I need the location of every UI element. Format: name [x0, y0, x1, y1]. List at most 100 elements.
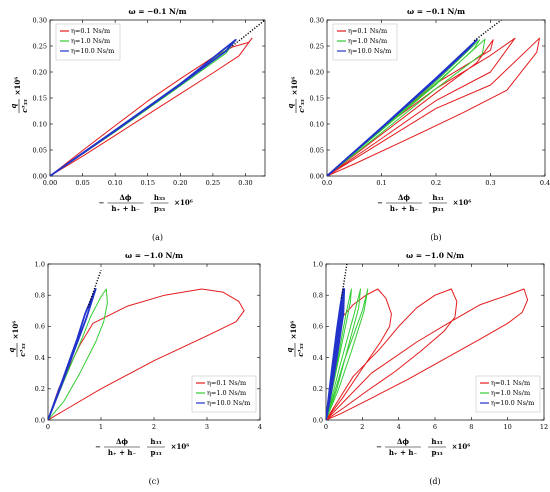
y-tick-label: 0.30 [33, 16, 47, 24]
x-tick-label: 0 [324, 423, 328, 431]
y-tick-label: 0.25 [33, 42, 47, 50]
y-tick-label: 0.30 [310, 16, 324, 24]
x-axis-label: − Δϕ h₊ + h₋ h₃₃ p₃₃ ×10⁶ [95, 437, 189, 457]
series-line-1 [326, 288, 529, 420]
x-tick-label: 0.20 [173, 179, 187, 187]
panel-caption: (c) [149, 477, 160, 486]
legend-label: η=1.0 Ns/m [491, 389, 530, 397]
x-tick-label: 2 [152, 423, 156, 431]
y-tick-label: 1.0 [35, 260, 45, 268]
x-tick-label: 0.25 [206, 179, 220, 187]
x-label-factor: ×10⁶ [171, 442, 190, 451]
y-tick-label: 0.4 [313, 354, 323, 362]
series-line-2 [326, 288, 369, 420]
legend: η=0.1 Ns/m η=1.0 Ns/m η=10.0 Ns/m [191, 375, 257, 413]
y-tick-label: 0.6 [313, 323, 323, 331]
y-tick-label: 0.20 [33, 68, 47, 76]
y-label-factor: ×10⁶ [11, 321, 20, 340]
series-line-2 [327, 38, 486, 176]
legend-label: η=10.0 Ns/m [348, 47, 391, 55]
x-tick-label: 0 [46, 423, 50, 431]
y-label-factor: ×10⁶ [13, 77, 22, 96]
y-axis-label: q c³₃₃ ×10⁶ [285, 321, 305, 357]
y-tick-label: 0.8 [313, 292, 323, 300]
x-label-denominator: h₊ + h₋ [390, 204, 419, 213]
reference-line [473, 20, 502, 42]
data-layer [48, 269, 245, 420]
x-label-frac2-numerator: h₃₃ [432, 193, 443, 202]
legend: η=0.1 Ns/m η=1.0 Ns/m η=10.0 Ns/m [55, 23, 121, 61]
x-label-minus: − [99, 198, 105, 207]
y-tick-label: 0.0 [313, 416, 323, 424]
panel-caption: (d) [429, 477, 440, 486]
legend-label: η=1.0 Ns/m [348, 37, 387, 45]
x-axis-label: − Δϕ h₊ + h₋ h₃₃ p₃₃ ×10⁶ [377, 193, 471, 213]
data-layer [327, 20, 540, 176]
data-layer [326, 264, 529, 420]
x-label-denominator: h₊ + h₋ [111, 204, 140, 213]
x-tick-label: 6 [433, 423, 437, 431]
x-label-denominator: h₊ + h₋ [108, 448, 137, 457]
y-tick-label: 0.2 [35, 385, 45, 393]
legend-box [191, 375, 257, 413]
x-tick-label: 4 [397, 423, 401, 431]
panel-a: ω = −0.1 N/m 0.00 0.05 0.10 0.15 0.20 0.25 0.30… [9, 7, 266, 242]
series-line-3 [327, 38, 478, 176]
panel-title: ω = −0.1 N/m [407, 7, 465, 16]
panel-d: ω = −1.0 N/m 0 2 4 6 8 10 12 0.0 0.2 0.4 0.6 0.8 1.0 η… [285, 251, 548, 486]
y-label-numerator: q [286, 103, 295, 108]
series-line-3 [326, 288, 346, 420]
legend-label: η=1.0 Ns/m [71, 37, 110, 45]
x-tick-label: 1 [99, 423, 103, 431]
y-tick-label: 0.6 [35, 323, 45, 331]
x-label-minus: − [377, 198, 383, 207]
legend-label: η=10.0 Ns/m [71, 47, 114, 55]
y-label-denominator: c³₃₃ [20, 99, 29, 112]
panel-caption: (a) [152, 233, 163, 242]
panel-title: ω = −1.0 N/m [406, 251, 464, 260]
y-tick-label: 0.00 [310, 172, 324, 180]
x-axis-label: − Δϕ h₊ + h₋ h₃₃ p₃₃ ×10⁶ [376, 437, 470, 457]
reference-line [231, 20, 265, 47]
panel-b: ω = −0.1 N/m 0.0 0.1 0.2 0.3 0.4 0.00 0.05 0.10 0… [286, 7, 550, 242]
legend-label: η=0.1 Ns/m [491, 379, 530, 387]
y-label-numerator: q [9, 103, 18, 108]
data-layer [50, 20, 265, 176]
y-tick-label: 0.0 [35, 416, 45, 424]
x-tick-label: 12 [540, 423, 548, 431]
y-tick-label: 0.4 [35, 354, 45, 362]
x-label-factor: ×10⁶ [452, 442, 471, 451]
x-tick-label: 0.3 [485, 179, 495, 187]
x-tick-label: 0.30 [238, 179, 252, 187]
reference-line [87, 269, 102, 308]
y-label-factor: ×10⁶ [289, 321, 298, 340]
x-tick-label: 2 [360, 423, 364, 431]
legend-box [332, 23, 398, 61]
reference-line [340, 264, 348, 299]
x-tick-label: 0.1 [376, 179, 386, 187]
series-line-3 [48, 288, 97, 420]
x-tick-label: 0.0 [322, 179, 332, 187]
y-axis-label: q c³₃₃ ×10⁶ [286, 77, 306, 113]
x-label-numerator: Δϕ [116, 437, 128, 446]
y-tick-label: 0.2 [313, 385, 323, 393]
y-label-factor: ×10⁶ [290, 77, 299, 96]
legend-label: η=0.1 Ns/m [71, 27, 110, 35]
series-line-1 [50, 37, 253, 176]
x-tick-label: 0.2 [431, 179, 441, 187]
y-label-numerator: q [285, 347, 294, 352]
y-tick-label: 0.25 [310, 42, 324, 50]
panel-title: ω = −1.0 N/m [125, 251, 183, 260]
x-tick-label: 0.05 [75, 179, 89, 187]
legend-label: η=0.1 Ns/m [207, 379, 246, 387]
y-label-denominator: c³₃₃ [296, 343, 305, 356]
y-tick-label: 0.15 [310, 94, 324, 102]
y-tick-label: 0.8 [35, 292, 45, 300]
panel-c: ω = −1.0 N/m 0 1 2 3 4 0.0 0.2 0.4 0.6 0.8 1.0 η=0.1… [7, 251, 262, 486]
y-tick-label: 0.05 [33, 146, 47, 154]
legend-box [475, 375, 541, 413]
x-tick-label: 0.00 [43, 179, 57, 187]
x-label-minus: − [376, 442, 382, 451]
x-label-frac2-numerator: h₃₃ [431, 437, 442, 446]
